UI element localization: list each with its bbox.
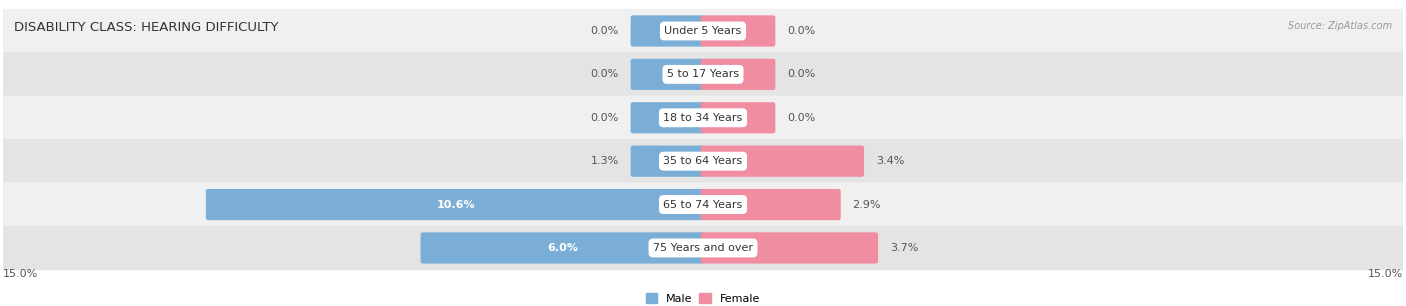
Text: DISABILITY CLASS: HEARING DIFFICULTY: DISABILITY CLASS: HEARING DIFFICULTY xyxy=(14,21,278,34)
Text: 6.0%: 6.0% xyxy=(547,243,578,253)
FancyBboxPatch shape xyxy=(700,59,775,90)
FancyBboxPatch shape xyxy=(420,232,706,263)
FancyBboxPatch shape xyxy=(700,189,841,220)
Text: 3.4%: 3.4% xyxy=(876,156,904,166)
Text: 0.0%: 0.0% xyxy=(787,69,815,79)
Text: 0.0%: 0.0% xyxy=(591,69,619,79)
Text: 35 to 64 Years: 35 to 64 Years xyxy=(664,156,742,166)
FancyBboxPatch shape xyxy=(0,139,1406,183)
Text: 2.9%: 2.9% xyxy=(852,200,882,210)
FancyBboxPatch shape xyxy=(631,59,706,90)
FancyBboxPatch shape xyxy=(0,182,1406,227)
Text: 5 to 17 Years: 5 to 17 Years xyxy=(666,69,740,79)
FancyBboxPatch shape xyxy=(700,146,865,177)
FancyBboxPatch shape xyxy=(700,232,879,263)
FancyBboxPatch shape xyxy=(631,102,706,133)
FancyBboxPatch shape xyxy=(0,96,1406,140)
FancyBboxPatch shape xyxy=(631,146,706,177)
Legend: Male, Female: Male, Female xyxy=(641,289,765,306)
Text: 1.3%: 1.3% xyxy=(591,156,619,166)
Text: 10.6%: 10.6% xyxy=(436,200,475,210)
FancyBboxPatch shape xyxy=(700,15,775,47)
FancyBboxPatch shape xyxy=(700,102,775,133)
FancyBboxPatch shape xyxy=(0,52,1406,96)
Text: 0.0%: 0.0% xyxy=(591,26,619,36)
FancyBboxPatch shape xyxy=(0,9,1406,53)
Text: Source: ZipAtlas.com: Source: ZipAtlas.com xyxy=(1288,21,1392,32)
Text: 0.0%: 0.0% xyxy=(787,113,815,123)
Text: 65 to 74 Years: 65 to 74 Years xyxy=(664,200,742,210)
FancyBboxPatch shape xyxy=(631,15,706,47)
Text: 15.0%: 15.0% xyxy=(3,269,38,279)
Text: Under 5 Years: Under 5 Years xyxy=(665,26,741,36)
Text: 75 Years and over: 75 Years and over xyxy=(652,243,754,253)
Text: 18 to 34 Years: 18 to 34 Years xyxy=(664,113,742,123)
FancyBboxPatch shape xyxy=(205,189,706,220)
Text: 0.0%: 0.0% xyxy=(787,26,815,36)
Text: 0.0%: 0.0% xyxy=(591,113,619,123)
FancyBboxPatch shape xyxy=(0,226,1406,270)
Text: 15.0%: 15.0% xyxy=(1368,269,1403,279)
Text: 3.7%: 3.7% xyxy=(890,243,918,253)
